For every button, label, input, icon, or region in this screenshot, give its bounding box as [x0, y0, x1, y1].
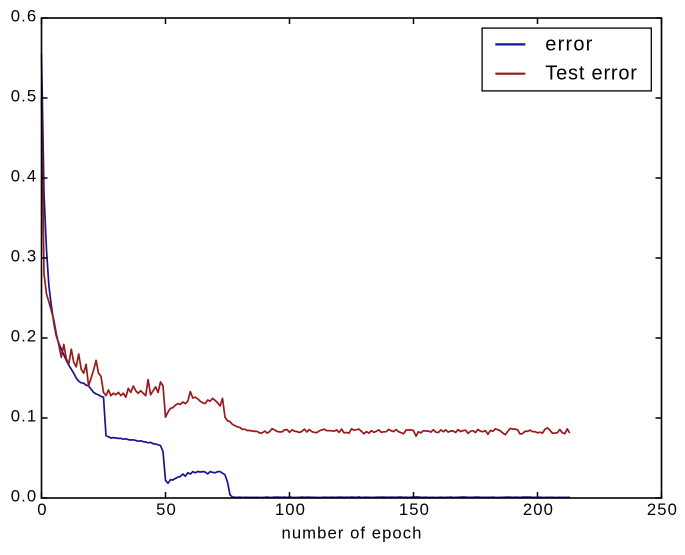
svg-text:0.0: 0.0: [11, 487, 38, 506]
svg-text:0.3: 0.3: [11, 247, 38, 266]
svg-text:0.1: 0.1: [11, 407, 38, 426]
svg-text:250: 250: [647, 500, 678, 519]
svg-text:0.4: 0.4: [11, 167, 38, 186]
svg-text:error: error: [545, 33, 593, 55]
svg-text:100: 100: [275, 500, 306, 519]
svg-text:0.2: 0.2: [11, 327, 38, 346]
svg-text:150: 150: [399, 500, 430, 519]
svg-text:number of epoch: number of epoch: [282, 524, 423, 543]
svg-text:50: 50: [156, 500, 177, 519]
svg-text:Test error: Test error: [545, 62, 637, 84]
svg-text:0: 0: [37, 500, 47, 519]
svg-text:0.6: 0.6: [11, 7, 38, 26]
svg-text:200: 200: [523, 500, 554, 519]
svg-text:0.5: 0.5: [11, 87, 38, 106]
